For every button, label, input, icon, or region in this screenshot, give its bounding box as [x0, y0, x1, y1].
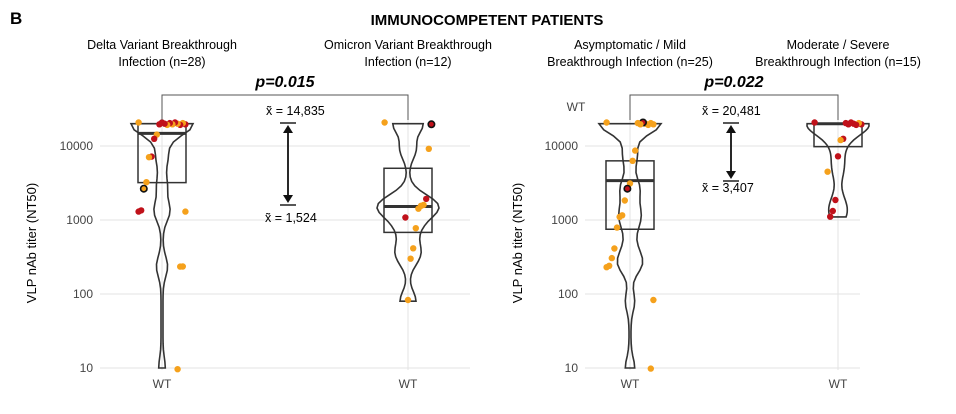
significance-bracket — [161, 94, 409, 120]
p-value: p=0.022 — [703, 74, 763, 91]
data-point — [174, 366, 181, 373]
group-2: Moderate / Severe Breakthrough Infection … — [755, 38, 921, 391]
data-point — [143, 179, 150, 186]
group-label: Delta Variant Breakthrough — [87, 38, 237, 52]
violin — [376, 122, 440, 302]
arrow-head-up — [726, 125, 736, 133]
median-annotation-top: x̃ = 14,835 — [266, 104, 325, 118]
y-tick-label: 10000 — [60, 139, 94, 153]
group-label: Asymptomatic / Mild — [574, 38, 686, 52]
data-point — [415, 205, 422, 212]
group-label: Omicron Variant Breakthrough — [324, 38, 492, 52]
violin — [597, 122, 663, 369]
panel-letter: B — [10, 9, 22, 28]
arrow-head-down — [726, 171, 736, 179]
data-point — [145, 154, 153, 161]
data-point — [603, 119, 610, 126]
data-point — [827, 213, 834, 220]
chart-panel-1: 10 100 1000 10000 VLP nAb titer (NT50) Delta … — [24, 38, 492, 391]
y-tick-label: 1000 — [551, 213, 578, 227]
median-annotation-top: x̃ = 20,481 — [702, 104, 761, 118]
group-label: Moderate / Severe — [787, 38, 890, 52]
group-1: Delta Variant Breakthrough Infection (n=2… — [87, 38, 237, 391]
figure-title: IMMUNOCOMPETENT PATIENTS — [371, 12, 604, 29]
data-point — [177, 263, 184, 270]
data-point — [151, 135, 158, 142]
x-tick-label: WT — [153, 377, 172, 391]
x-tick-label: WT — [621, 377, 640, 391]
data-point — [135, 208, 142, 215]
group-label: Infection (n=12) — [364, 55, 451, 69]
data-point — [611, 245, 618, 252]
group-2: Omicron Variant Breakthrough Infection (n… — [324, 38, 492, 391]
median-annotation-bottom: x̃ = 1,524 — [265, 211, 317, 225]
data-point — [647, 365, 654, 372]
data-point — [613, 224, 621, 231]
p-value: p=0.015 — [254, 74, 315, 91]
data-point — [842, 119, 849, 127]
group-label: Breakthrough Infection (n=15) — [755, 55, 921, 69]
y-axis-label: VLP nAb titer (NT50) — [24, 183, 39, 303]
data-point — [381, 119, 388, 126]
data-point — [412, 225, 419, 232]
data-point — [634, 119, 641, 127]
data-point — [616, 213, 623, 221]
data-point — [135, 119, 142, 126]
data-point — [829, 207, 836, 215]
data-point — [139, 184, 148, 193]
data-point — [608, 254, 615, 262]
data-point — [811, 119, 818, 126]
violin — [806, 122, 870, 218]
data-point — [427, 120, 436, 129]
data-point — [410, 245, 417, 252]
y-tick-label: 1000 — [66, 213, 93, 227]
data-point — [425, 145, 432, 152]
data-point — [182, 208, 189, 215]
data-point — [824, 168, 831, 175]
data-point — [621, 197, 628, 204]
group-1: Asymptomatic / Mild Breakthrough Infectio… — [547, 38, 713, 391]
median-annotation-bottom: x̃ = 3,407 — [702, 181, 754, 195]
box — [383, 167, 433, 234]
arrow-head-down — [283, 195, 293, 203]
x-tick-label: WT — [399, 377, 418, 391]
arrow-head-up — [283, 125, 293, 133]
data-point — [404, 296, 412, 304]
data-point — [402, 214, 409, 221]
group-label: Infection (n=28) — [118, 55, 205, 69]
data-point — [423, 195, 430, 203]
data-point — [632, 147, 639, 154]
y-tick-label: 100 — [73, 287, 93, 301]
data-point — [623, 184, 632, 193]
charts: 10 100 1000 10000 VLP nAb titer (NT50) Delta … — [24, 38, 921, 391]
top-tick-label: WT — [567, 100, 586, 114]
group-label: Breakthrough Infection (n=25) — [547, 55, 713, 69]
y-tick-label: 10 — [565, 361, 579, 375]
y-tick-label: 100 — [558, 287, 578, 301]
data-point — [650, 296, 657, 304]
data-point — [629, 157, 636, 164]
data-point — [834, 153, 842, 160]
data-point — [603, 264, 610, 271]
y-axis-label: VLP nAb titer (NT50) — [510, 183, 525, 303]
significance-bracket — [629, 94, 839, 120]
x-tick-label: WT — [829, 377, 848, 391]
data-point — [156, 121, 163, 128]
data-point — [407, 255, 414, 262]
data-point — [832, 196, 839, 204]
y-tick-label: 10000 — [545, 139, 579, 153]
violin — [129, 122, 195, 369]
y-tick-label: 10 — [80, 361, 94, 375]
data-point — [837, 136, 844, 144]
